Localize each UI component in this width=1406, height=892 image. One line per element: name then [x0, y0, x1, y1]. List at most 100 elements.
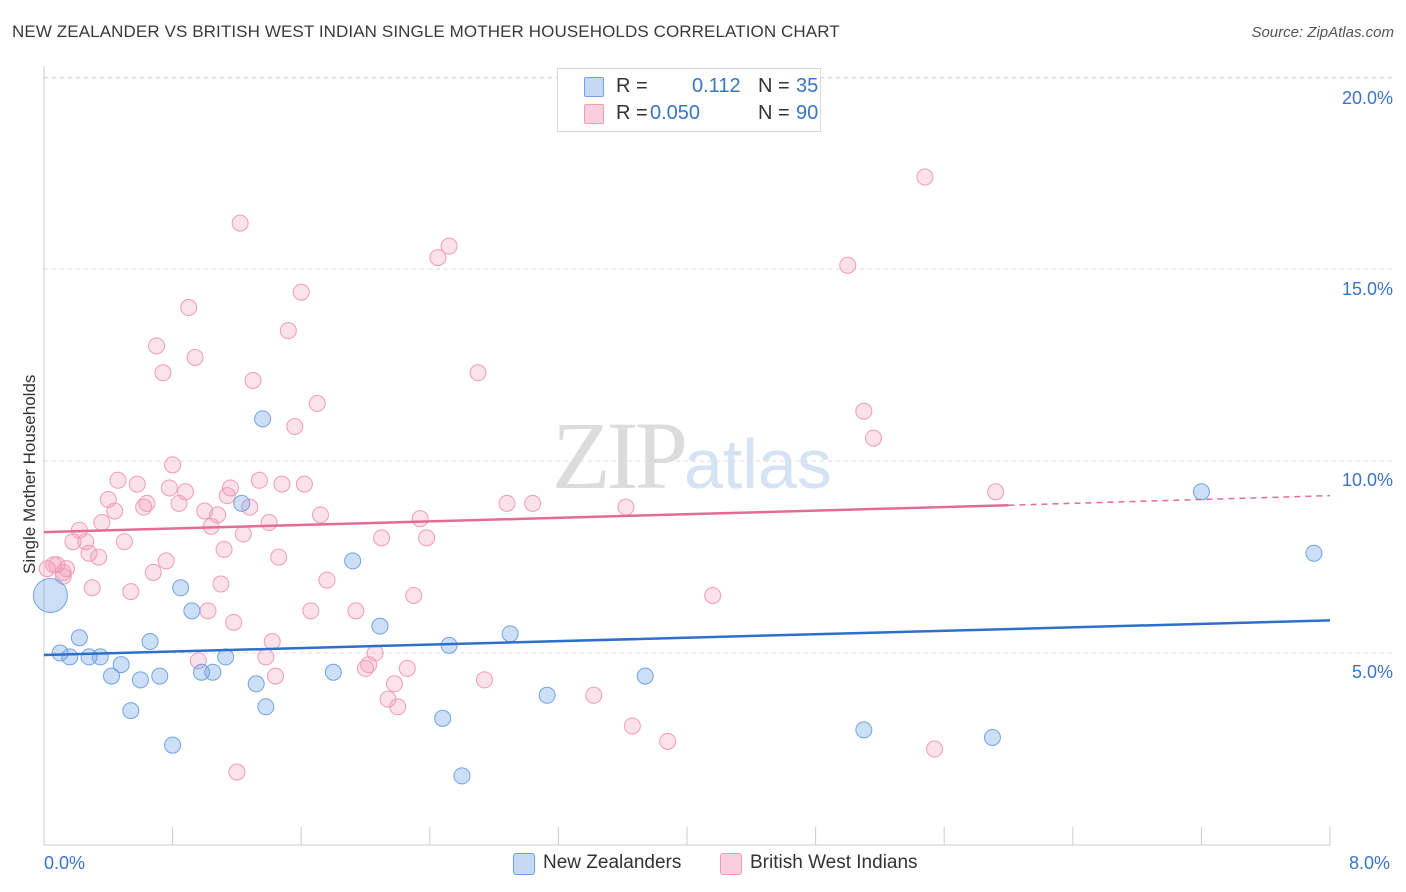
- chart-title: NEW ZEALANDER VS BRITISH WEST INDIAN SIN…: [12, 22, 840, 41]
- point-british-west-indians: [144, 563, 162, 581]
- watermark-atlas: atlas: [684, 425, 832, 503]
- point-british-west-indians: [347, 602, 365, 620]
- point-british-west-indians: [429, 249, 447, 267]
- point-new-zealanders: [636, 667, 654, 685]
- point-british-west-indians: [373, 529, 391, 547]
- stats-swatch-blue: [584, 77, 604, 97]
- point-british-west-indians: [623, 717, 641, 735]
- point-new-zealanders: [112, 656, 130, 674]
- point-british-west-indians: [318, 571, 336, 589]
- point-british-west-indians: [157, 552, 175, 570]
- stats-r-label: R =: [616, 102, 648, 124]
- point-british-west-indians: [148, 337, 166, 355]
- point-british-west-indians: [987, 483, 1005, 501]
- y-tick-5: 5.0%: [1351, 662, 1393, 682]
- point-british-west-indians: [180, 299, 198, 317]
- point-british-west-indians: [617, 498, 635, 516]
- point-new-zealanders: [172, 579, 190, 597]
- point-british-west-indians: [250, 471, 268, 489]
- point-british-west-indians: [257, 648, 275, 666]
- point-british-west-indians: [128, 475, 146, 493]
- point-british-west-indians: [273, 475, 291, 493]
- point-new-zealanders: [32, 577, 68, 613]
- point-british-west-indians: [440, 237, 458, 255]
- point-new-zealanders: [51, 644, 69, 662]
- point-british-west-indians: [286, 418, 304, 436]
- point-british-west-indians: [292, 283, 310, 301]
- point-british-west-indians: [398, 659, 416, 677]
- point-british-west-indians: [93, 514, 111, 532]
- point-new-zealanders: [151, 667, 169, 685]
- trend-lines: [43, 494, 1331, 657]
- point-new-zealanders: [344, 552, 362, 570]
- stats-swatch-pink: [584, 104, 604, 124]
- point-british-west-indians: [839, 256, 857, 274]
- point-new-zealanders: [70, 629, 88, 647]
- watermark-zip: ZIP: [552, 402, 688, 509]
- point-new-zealanders: [434, 709, 452, 727]
- point-british-west-indians: [231, 214, 249, 232]
- point-new-zealanders: [501, 625, 519, 643]
- point-british-west-indians: [109, 471, 127, 489]
- point-british-west-indians: [855, 402, 873, 420]
- point-british-west-indians: [311, 506, 329, 524]
- point-british-west-indians: [585, 686, 603, 704]
- point-british-west-indians: [405, 586, 423, 604]
- axes: [43, 66, 1331, 846]
- stats-r-value: 0.112: [692, 75, 741, 97]
- point-new-zealanders: [183, 602, 201, 620]
- point-british-west-indians: [212, 575, 230, 593]
- point-british-west-indians: [225, 613, 243, 631]
- point-british-west-indians: [138, 494, 156, 512]
- stats-n-value: 35: [796, 75, 819, 97]
- x-tick-min: 0.0%: [44, 853, 86, 873]
- point-new-zealanders: [371, 617, 389, 635]
- legend-label: New Zealanders: [543, 852, 682, 873]
- gridlines: [44, 76, 1392, 654]
- y-tick-15: 15.0%: [1341, 279, 1393, 299]
- point-british-west-indians: [164, 456, 182, 474]
- point-british-west-indians: [115, 533, 133, 551]
- trend-line-british-west-indians: [43, 503, 1009, 534]
- point-british-west-indians: [302, 602, 320, 620]
- stats-legend: R = 0.112 N = 35 R = 0.050 N = 90: [557, 68, 821, 132]
- point-british-west-indians: [244, 371, 262, 389]
- point-new-zealanders: [141, 633, 159, 651]
- point-british-west-indians: [215, 540, 233, 558]
- data-points: [32, 168, 1323, 785]
- trend-line-new-zealanders: [43, 619, 1331, 657]
- stats-n-label: N =: [758, 75, 790, 97]
- point-new-zealanders: [538, 686, 556, 704]
- point-british-west-indians: [270, 548, 288, 566]
- point-british-west-indians: [221, 479, 239, 497]
- point-new-zealanders: [855, 721, 873, 739]
- point-new-zealanders: [233, 494, 251, 512]
- stats-r-label: R =: [616, 75, 648, 97]
- point-new-zealanders: [453, 767, 471, 785]
- point-british-west-indians: [160, 479, 178, 497]
- point-new-zealanders: [61, 648, 79, 666]
- stats-n-value: 90: [796, 102, 819, 124]
- point-british-west-indians: [864, 429, 882, 447]
- point-new-zealanders: [204, 663, 222, 681]
- point-british-west-indians: [411, 510, 429, 528]
- point-british-west-indians: [266, 667, 284, 685]
- y-tick-20: 20.0%: [1341, 88, 1393, 108]
- point-british-west-indians: [926, 740, 944, 758]
- point-british-west-indians: [154, 364, 172, 382]
- point-new-zealanders: [103, 667, 121, 685]
- point-british-west-indians: [475, 671, 493, 689]
- point-british-west-indians: [916, 168, 934, 186]
- y-axis-label: Single Mother Households: [20, 374, 39, 574]
- point-british-west-indians: [90, 548, 108, 566]
- trend-line-british-west-indians-extension: [1008, 494, 1331, 506]
- point-british-west-indians: [45, 556, 63, 574]
- point-british-west-indians: [469, 364, 487, 382]
- point-british-west-indians: [80, 544, 98, 562]
- point-new-zealanders: [164, 736, 182, 754]
- watermark: ZIPatlas: [552, 400, 832, 511]
- point-british-west-indians: [241, 498, 259, 516]
- point-new-zealanders: [254, 410, 272, 428]
- chart-source: Source: ZipAtlas.com: [1251, 24, 1394, 41]
